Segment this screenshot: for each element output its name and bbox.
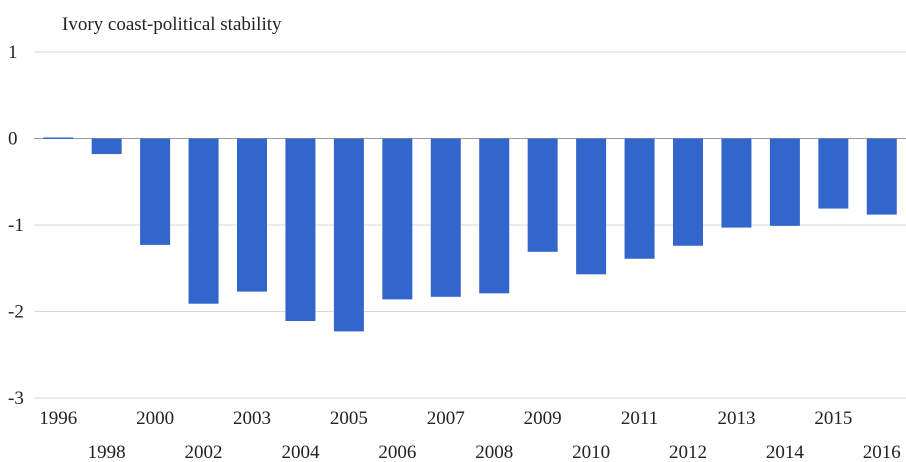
bar-2003: [237, 138, 267, 292]
bar-2002: [188, 138, 219, 304]
bar-2013: [721, 138, 752, 228]
x-tick-label: 2009: [524, 408, 562, 429]
x-tick-label: 2013: [717, 408, 755, 429]
x-tick-label: 1998: [88, 442, 126, 462]
y-tick-label: -3: [8, 388, 24, 409]
x-axis-ticks: 1996 1998 2000 2002 2003 2004 2005 2006 2007 2008…: [39, 408, 901, 462]
x-tick-label: 2004: [281, 442, 320, 462]
bar-2008: [479, 138, 510, 294]
bar-1998: [91, 138, 122, 155]
bar-2009: [527, 138, 558, 252]
x-tick-label: 2006: [378, 442, 416, 462]
x-tick-label: 2016: [863, 442, 901, 462]
bar-2015: [818, 138, 849, 209]
bar-2004: [285, 138, 316, 322]
x-tick-label: 2015: [814, 408, 852, 429]
y-tick-label: -1: [8, 215, 24, 236]
x-tick-label: 2007: [427, 408, 465, 429]
bar-2010: [576, 138, 607, 275]
x-tick-label: 2011: [621, 408, 658, 429]
bar-2005: [333, 138, 364, 332]
y-tick-label: -2: [8, 302, 24, 323]
gridlines: [34, 51, 906, 399]
y-tick-label: 1: [8, 42, 18, 63]
x-tick-label: 2012: [669, 442, 707, 462]
bar-2016: [866, 138, 897, 215]
x-tick-label: 2003: [233, 408, 271, 429]
x-tick-label: 2014: [766, 442, 805, 462]
y-axis-ticks: 1 0 -1 -2 -3: [8, 42, 24, 409]
bar-2014: [769, 138, 800, 226]
bar-2007: [430, 138, 461, 297]
bars: [43, 137, 897, 332]
x-tick-label: 2002: [185, 442, 223, 462]
bar-2011: [624, 138, 655, 259]
bar-2012: [673, 138, 703, 246]
bar-2006: [382, 138, 413, 300]
x-tick-label: 2000: [136, 408, 174, 429]
x-tick-label: 1996: [39, 408, 77, 429]
x-tick-label: 2008: [475, 442, 513, 462]
bar-2000: [140, 138, 171, 245]
x-tick-label: 2005: [330, 408, 368, 429]
x-tick-label: 2010: [572, 442, 610, 462]
bar-1996: [43, 137, 74, 139]
y-tick-label: 0: [8, 129, 18, 150]
chart-title: Ivory coast-political stability: [62, 14, 282, 35]
